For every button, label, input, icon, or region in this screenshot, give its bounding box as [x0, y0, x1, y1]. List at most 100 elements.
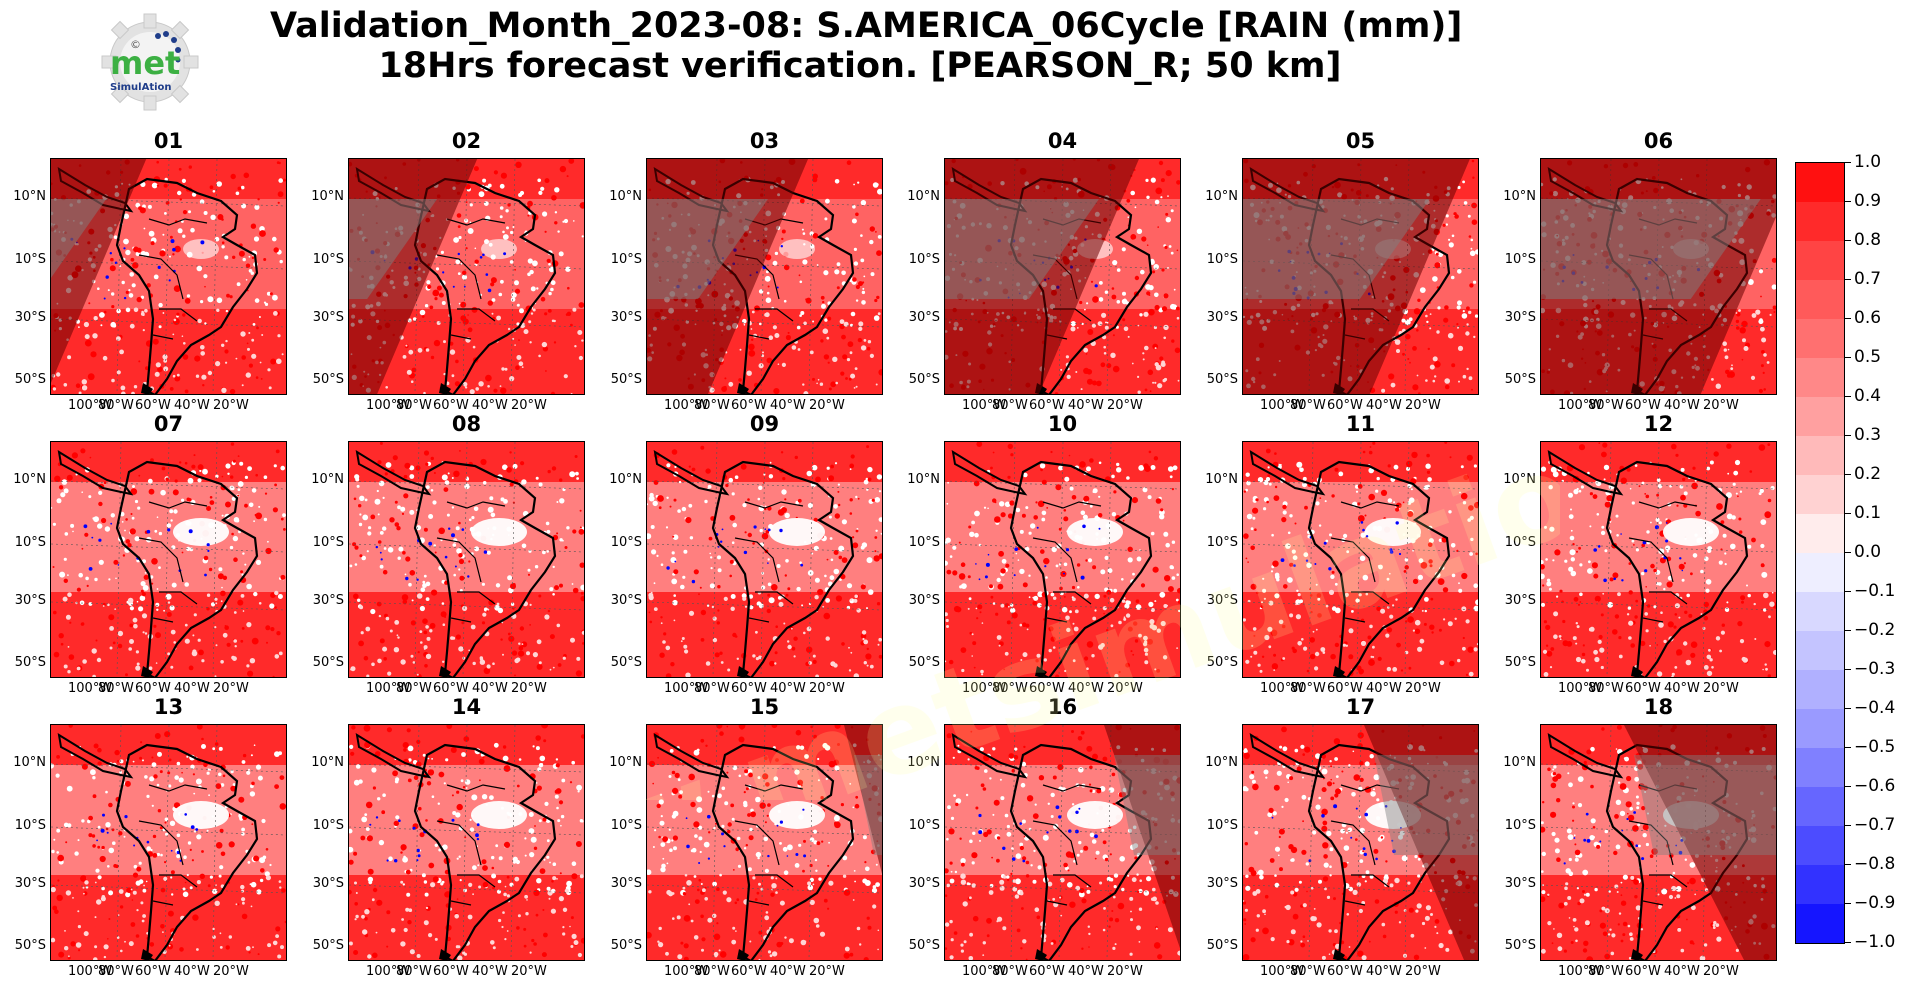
- latitude-label: 30°S: [14, 310, 46, 325]
- longitude-label: 100°W: [1260, 964, 1305, 979]
- longitude-label: 20°W: [1703, 681, 1739, 696]
- latitude-label: 10°S: [908, 252, 940, 267]
- colorbar-tick-label: 0.8: [1854, 230, 1882, 250]
- map-panel-06: 06 10°N 10°S 30°S 50°S 100°W 80°W 60°W 40°W 20°W: [1503, 129, 1777, 413]
- map-area: [1540, 158, 1777, 395]
- longitude-label: 40°W: [472, 398, 508, 413]
- longitude-label: 20°W: [213, 398, 249, 413]
- longitude-label: 40°W: [1068, 964, 1104, 979]
- colorbar-segment: [1796, 241, 1844, 281]
- colorbar-segment: [1796, 436, 1844, 476]
- panel-title: 11: [1345, 412, 1376, 436]
- longitude-label: 20°W: [1405, 681, 1441, 696]
- longitude-label: 60°W: [135, 964, 171, 979]
- latitude-label: 50°S: [610, 655, 642, 670]
- colorbar-segment: [1796, 748, 1844, 788]
- map-area: [944, 724, 1181, 961]
- map-panel-16: 16 10°N 10°S 30°S 50°S 100°W 80°W 60°W 40°W 20°W: [907, 695, 1181, 979]
- colorbar-frame: [1795, 162, 1845, 944]
- latitude-label: 10°N: [907, 189, 940, 204]
- longitude-label: 60°W: [1029, 398, 1065, 413]
- latitude-label: 10°S: [908, 535, 940, 550]
- latitude-label: 50°S: [1206, 372, 1238, 387]
- latitude-label: 10°S: [1206, 252, 1238, 267]
- panel-title: 10: [1047, 412, 1078, 436]
- latitude-label: 10°N: [311, 189, 344, 204]
- longitude-label: 100°W: [664, 681, 709, 696]
- map-area: [944, 158, 1181, 395]
- longitude-label: 40°W: [174, 681, 210, 696]
- latitude-label: 50°S: [1206, 655, 1238, 670]
- colorbar-tick: [1845, 240, 1851, 241]
- colorbar-tick: [1845, 786, 1851, 787]
- latitude-label: 50°S: [610, 372, 642, 387]
- colorbar-tick-label: 0.2: [1854, 464, 1882, 484]
- colorbar-tick: [1845, 474, 1851, 475]
- latitude-label: 10°N: [311, 472, 344, 487]
- latitude-label: 10°N: [311, 755, 344, 770]
- longitude-label: 40°W: [1366, 964, 1402, 979]
- latitude-label: 50°S: [1504, 372, 1536, 387]
- longitude-label: 80°W: [1588, 964, 1624, 979]
- latitude-label: 30°S: [14, 593, 46, 608]
- colorbar-segment: [1796, 163, 1844, 203]
- colorbar-segment: [1796, 553, 1844, 593]
- longitude-label: 60°W: [1327, 964, 1363, 979]
- panel-title: 12: [1643, 412, 1674, 436]
- longitude-label: 100°W: [1260, 398, 1305, 413]
- latitude-label: 10°S: [610, 535, 642, 550]
- colorbar-tick-label: −1.0: [1854, 932, 1896, 952]
- latitude-label: 10°N: [907, 472, 940, 487]
- latitude-label: 50°S: [908, 655, 940, 670]
- latitude-label: 30°S: [1504, 593, 1536, 608]
- colorbar-tick: [1845, 357, 1851, 358]
- colorbar-tick: [1845, 591, 1851, 592]
- map-area: [348, 724, 585, 961]
- latitude-label: 10°N: [1503, 189, 1536, 204]
- latitude-label: 30°S: [610, 310, 642, 325]
- longitude-label: 100°W: [68, 398, 113, 413]
- longitude-label: 80°W: [992, 398, 1028, 413]
- colorbar-tick: [1845, 279, 1851, 280]
- svg-text:©: ©: [130, 38, 141, 51]
- panel-title: 01: [153, 129, 184, 153]
- map-area: [646, 441, 883, 678]
- longitude-label: 100°W: [1558, 964, 1603, 979]
- longitude-label: 40°W: [1664, 964, 1700, 979]
- colorbar-tick: [1845, 942, 1851, 943]
- longitude-label: 100°W: [366, 681, 411, 696]
- panel-title: 02: [451, 129, 482, 153]
- latitude-label: 10°S: [14, 818, 46, 833]
- title-line-2: 18Hrs forecast verification. [PEARSON_R;…: [378, 46, 1342, 86]
- colorbar-tick-label: −0.9: [1854, 893, 1896, 913]
- longitude-label: 40°W: [472, 681, 508, 696]
- map-area: [646, 724, 883, 961]
- map-area: [646, 158, 883, 395]
- colorbar-tick: [1845, 552, 1851, 553]
- latitude-label: 10°S: [312, 818, 344, 833]
- colorbar-tick-label: 0.3: [1854, 425, 1882, 445]
- latitude-label: 10°S: [610, 818, 642, 833]
- longitude-label: 20°W: [1107, 681, 1143, 696]
- longitude-label: 60°W: [135, 398, 171, 413]
- latitude-label: 50°S: [312, 938, 344, 953]
- latitude-label: 10°N: [1205, 189, 1238, 204]
- longitude-label: 40°W: [1366, 398, 1402, 413]
- longitude-label: 100°W: [664, 398, 709, 413]
- map-panel-07: 07 10°N 10°S 30°S 50°S 100°W 80°W 60°W 40°W 20°W: [13, 412, 287, 696]
- longitude-label: 20°W: [511, 964, 547, 979]
- latitude-label: 30°S: [908, 593, 940, 608]
- longitude-label: 80°W: [396, 681, 432, 696]
- map-panel-09: 09 10°N 10°S 30°S 50°S 100°W 80°W 60°W 40°W 20°W: [609, 412, 883, 696]
- longitude-label: 60°W: [1327, 398, 1363, 413]
- title-line-1: Validation_Month_2023-08: S.AMERICA_06Cy…: [270, 6, 1463, 46]
- longitude-label: 60°W: [731, 964, 767, 979]
- longitude-label: 20°W: [213, 964, 249, 979]
- longitude-label: 80°W: [98, 398, 134, 413]
- colorbar-tick: [1845, 396, 1851, 397]
- colorbar-tick-label: −0.1: [1854, 581, 1896, 601]
- colorbar: 1.0 0.9 0.8 0.7 0.6 0.5 0.4 0.3 0.2 0.1 0.0 −0.1 −0.…: [1795, 153, 1895, 951]
- colorbar-tick: [1845, 318, 1851, 319]
- longitude-label: 40°W: [770, 398, 806, 413]
- longitude-label: 80°W: [992, 681, 1028, 696]
